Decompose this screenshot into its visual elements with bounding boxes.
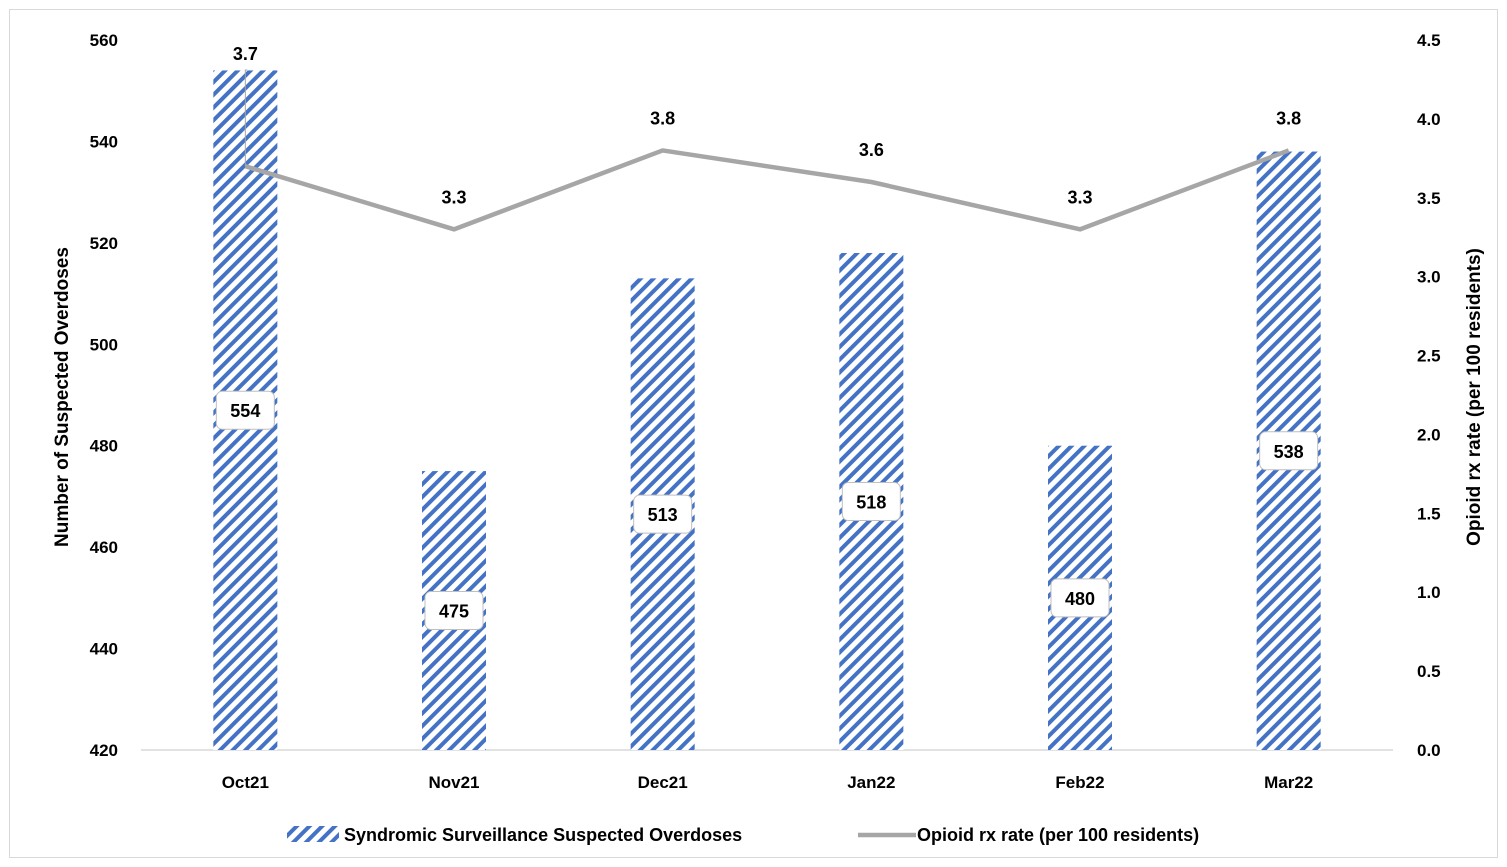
y-right-tick-label: 1.0 [1417,583,1441,602]
line-data-label: 3.6 [859,140,884,160]
y-left-tick-label: 460 [90,538,118,557]
y-left-tick-label: 480 [90,437,118,456]
bar-data-label: 475 [439,602,469,622]
bar-label-box [633,494,693,534]
y-right-tick-label: 1.5 [1417,504,1441,523]
y-right-tick-label: 0.0 [1417,741,1441,760]
bar-label-box [1259,431,1319,471]
line-data-label: 3.8 [650,108,675,128]
bar-data-label: 554 [230,401,260,421]
x-tick-label: Mar22 [1264,773,1313,792]
bar-data-label: 538 [1274,442,1304,462]
y-right-axis-title: Opioid rx rate (per 100 residents) [1464,248,1485,546]
line-data-label: 3.8 [1276,108,1301,128]
y-right-tick-label: 2.5 [1417,347,1441,366]
y-left-tick-label: 440 [90,640,118,659]
y-right-tick-label: 4.5 [1417,31,1441,50]
y-left-axis-title: Number of Suspected Overdoses [52,247,73,547]
x-tick-label: Nov21 [428,773,479,792]
line-data-label: 3.3 [1067,187,1092,207]
leader-line [244,69,248,167]
y-right-tick-label: 3.5 [1417,189,1441,208]
y-right-tick-label: 3.0 [1417,268,1441,287]
bar-label-box [1050,578,1110,618]
y-right-tick-label: 0.5 [1417,662,1441,681]
y-left-tick-label: 520 [90,234,118,253]
legend-swatch-bars [287,826,339,842]
bar-data-label: 518 [856,493,886,513]
y-left-tick-label: 560 [90,31,118,50]
bar-data-label: 480 [1065,589,1095,609]
y-left-tick-label: 500 [90,335,118,354]
legend-label-bars: Syndromic Surveillance Suspected Overdos… [344,825,742,845]
x-tick-label: Feb22 [1055,773,1104,792]
x-tick-label: Dec21 [638,773,688,792]
bar-data-label: 513 [648,505,678,525]
bar-label-box [215,390,275,430]
line-data-label: 3.7 [233,44,258,64]
y-left-tick-label: 420 [90,741,118,760]
chart-frame [9,9,1498,858]
x-tick-label: Jan22 [847,773,895,792]
bar-label-box [424,591,484,631]
bar-label-box [841,482,901,521]
y-left-tick-label: 540 [90,132,118,151]
line-data-label: 3.3 [441,187,466,207]
rx-rate-line [244,148,1290,232]
x-tick-label: Oct21 [222,773,269,792]
y-right-tick-label: 4.0 [1417,110,1441,129]
legend-label-line: Opioid rx rate (per 100 residents) [917,825,1199,845]
y-right-tick-label: 2.0 [1417,425,1441,444]
